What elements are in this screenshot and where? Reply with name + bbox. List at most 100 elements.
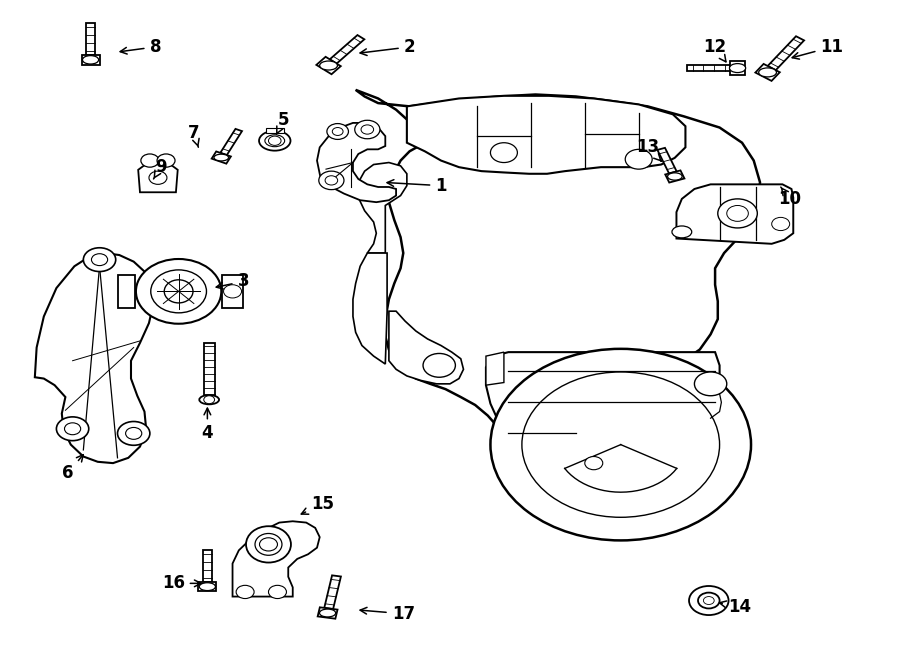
Circle shape: [491, 349, 751, 540]
Circle shape: [325, 175, 338, 185]
Text: 9: 9: [154, 158, 166, 179]
Polygon shape: [324, 575, 341, 609]
Polygon shape: [657, 148, 677, 173]
Circle shape: [57, 417, 89, 441]
Polygon shape: [221, 275, 243, 308]
Circle shape: [126, 428, 142, 440]
Circle shape: [522, 372, 720, 517]
Text: 12: 12: [704, 38, 726, 62]
Text: 5: 5: [276, 111, 290, 134]
Ellipse shape: [672, 226, 692, 238]
Polygon shape: [358, 163, 407, 253]
Circle shape: [491, 143, 518, 163]
Circle shape: [718, 199, 757, 228]
Polygon shape: [731, 62, 744, 75]
Circle shape: [704, 596, 715, 604]
Polygon shape: [356, 90, 760, 489]
Circle shape: [259, 538, 277, 551]
Ellipse shape: [246, 526, 291, 563]
Circle shape: [84, 248, 116, 271]
Circle shape: [727, 205, 748, 221]
Polygon shape: [212, 152, 231, 164]
Polygon shape: [665, 170, 685, 183]
Polygon shape: [202, 550, 211, 582]
Circle shape: [65, 423, 81, 435]
Ellipse shape: [730, 64, 745, 73]
Ellipse shape: [164, 280, 193, 303]
Ellipse shape: [320, 609, 336, 617]
Polygon shape: [35, 253, 154, 463]
Ellipse shape: [83, 56, 99, 64]
Circle shape: [92, 254, 108, 265]
Circle shape: [332, 128, 343, 136]
Polygon shape: [329, 35, 364, 64]
Circle shape: [141, 154, 159, 167]
Polygon shape: [677, 184, 793, 244]
Circle shape: [361, 125, 374, 134]
Text: 1: 1: [387, 177, 446, 195]
Text: 14: 14: [719, 598, 751, 616]
Circle shape: [158, 154, 175, 167]
Polygon shape: [407, 96, 686, 173]
Text: 3: 3: [216, 273, 249, 291]
Text: 7: 7: [188, 124, 200, 147]
Polygon shape: [82, 55, 100, 65]
Text: 15: 15: [302, 495, 334, 514]
Circle shape: [327, 124, 348, 140]
Circle shape: [689, 586, 729, 615]
Polygon shape: [317, 123, 396, 202]
Polygon shape: [232, 521, 320, 596]
Text: 4: 4: [202, 408, 213, 442]
Circle shape: [355, 120, 380, 139]
Polygon shape: [486, 352, 504, 385]
Ellipse shape: [255, 534, 282, 555]
Ellipse shape: [668, 173, 682, 180]
Text: 10: 10: [778, 187, 801, 208]
Polygon shape: [198, 582, 216, 591]
Ellipse shape: [136, 259, 221, 324]
Polygon shape: [266, 128, 284, 133]
Ellipse shape: [151, 270, 206, 313]
Circle shape: [236, 585, 254, 598]
Ellipse shape: [214, 154, 229, 161]
Polygon shape: [139, 164, 177, 192]
Polygon shape: [318, 607, 338, 619]
Polygon shape: [353, 253, 387, 364]
Ellipse shape: [259, 131, 291, 151]
Text: 13: 13: [636, 138, 662, 162]
Circle shape: [771, 217, 789, 230]
Circle shape: [203, 396, 214, 404]
Ellipse shape: [265, 135, 284, 147]
Circle shape: [585, 457, 603, 470]
Text: 16: 16: [162, 575, 201, 592]
Polygon shape: [688, 65, 731, 71]
Ellipse shape: [759, 68, 777, 77]
Ellipse shape: [199, 583, 215, 591]
Polygon shape: [86, 23, 95, 55]
Polygon shape: [317, 57, 341, 74]
Polygon shape: [486, 352, 720, 487]
Polygon shape: [118, 275, 136, 308]
Polygon shape: [768, 36, 804, 70]
Ellipse shape: [199, 395, 219, 404]
Circle shape: [118, 422, 150, 446]
Text: 6: 6: [62, 455, 83, 482]
Ellipse shape: [320, 61, 338, 70]
Circle shape: [268, 585, 286, 598]
Polygon shape: [203, 343, 214, 397]
Text: 8: 8: [121, 38, 161, 56]
Circle shape: [698, 592, 720, 608]
Circle shape: [268, 136, 281, 146]
Circle shape: [319, 171, 344, 189]
Polygon shape: [755, 64, 779, 81]
Circle shape: [223, 285, 241, 298]
Circle shape: [149, 171, 166, 184]
Circle shape: [695, 372, 727, 396]
Text: 2: 2: [360, 38, 416, 56]
Polygon shape: [389, 311, 464, 384]
Polygon shape: [220, 129, 242, 155]
Circle shape: [626, 150, 652, 169]
Text: 17: 17: [360, 605, 415, 623]
Text: 11: 11: [792, 38, 843, 59]
Circle shape: [423, 354, 455, 377]
